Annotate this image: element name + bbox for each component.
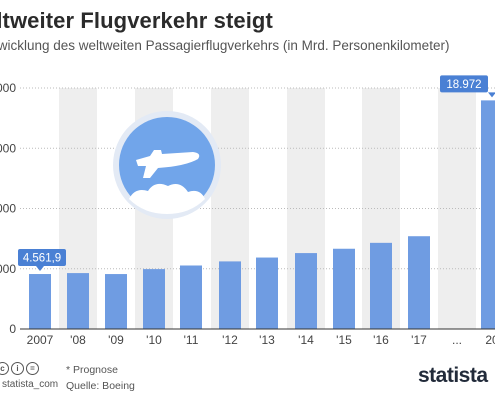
x-tick-label: '12	[222, 333, 238, 347]
chart-title: eltweiter Flugverkehr steigt	[0, 8, 273, 33]
statista-url[interactable]: statista_com	[2, 379, 59, 390]
x-tick-label: '10	[146, 333, 162, 347]
bar	[408, 236, 430, 329]
bar	[29, 274, 51, 329]
bar	[256, 257, 278, 329]
column-band	[438, 88, 476, 329]
x-tick-label: '09	[108, 333, 124, 347]
license-icons: c i =	[0, 362, 39, 375]
y-tick-label: 15.000	[0, 141, 16, 155]
x-tick-label: '14	[298, 333, 314, 347]
x-tick-label: '08	[70, 333, 86, 347]
forecast-note: * Prognose	[66, 364, 118, 376]
bar	[295, 253, 317, 329]
data-label: 18.972	[446, 79, 481, 91]
chart-subtitle: twicklung des weltweiten Passagierflugve…	[0, 38, 450, 53]
statista-logo: statista	[418, 364, 488, 387]
x-tick-label: '11	[184, 333, 199, 347]
data-label-pointer	[36, 266, 44, 272]
data-label-pointer	[488, 92, 495, 98]
bar	[180, 265, 202, 329]
y-tick-label: 5.000	[0, 262, 16, 276]
x-tick-label: '13	[259, 333, 275, 347]
cloud-icon	[129, 183, 205, 214]
x-tick-label: '16	[373, 333, 389, 347]
data-label-box	[440, 75, 488, 93]
bar	[333, 248, 355, 329]
person-icon: i	[11, 362, 24, 375]
y-tick-label: 20.000	[0, 81, 16, 95]
bar	[219, 261, 241, 329]
data-label: 4.561,9	[23, 253, 61, 265]
source-note: Quelle: Boeing	[66, 380, 135, 392]
cc-icon: c	[0, 362, 9, 375]
y-tick-label: 10.000	[0, 202, 16, 216]
x-tick-label: '15	[336, 333, 352, 347]
bar	[105, 274, 127, 329]
y-tick-label: 0	[9, 322, 16, 336]
equal-icon: =	[26, 362, 39, 375]
bar	[481, 100, 495, 330]
airplane-icon	[136, 150, 200, 178]
x-tick-label: '17	[411, 333, 427, 347]
x-tick-label: 2007	[27, 333, 54, 347]
bar	[67, 273, 89, 329]
bar	[370, 242, 392, 329]
x-tick-label: 20	[485, 333, 495, 347]
x-tick-label: ...	[452, 333, 462, 347]
bar	[143, 269, 165, 329]
data-label-box	[18, 249, 66, 267]
